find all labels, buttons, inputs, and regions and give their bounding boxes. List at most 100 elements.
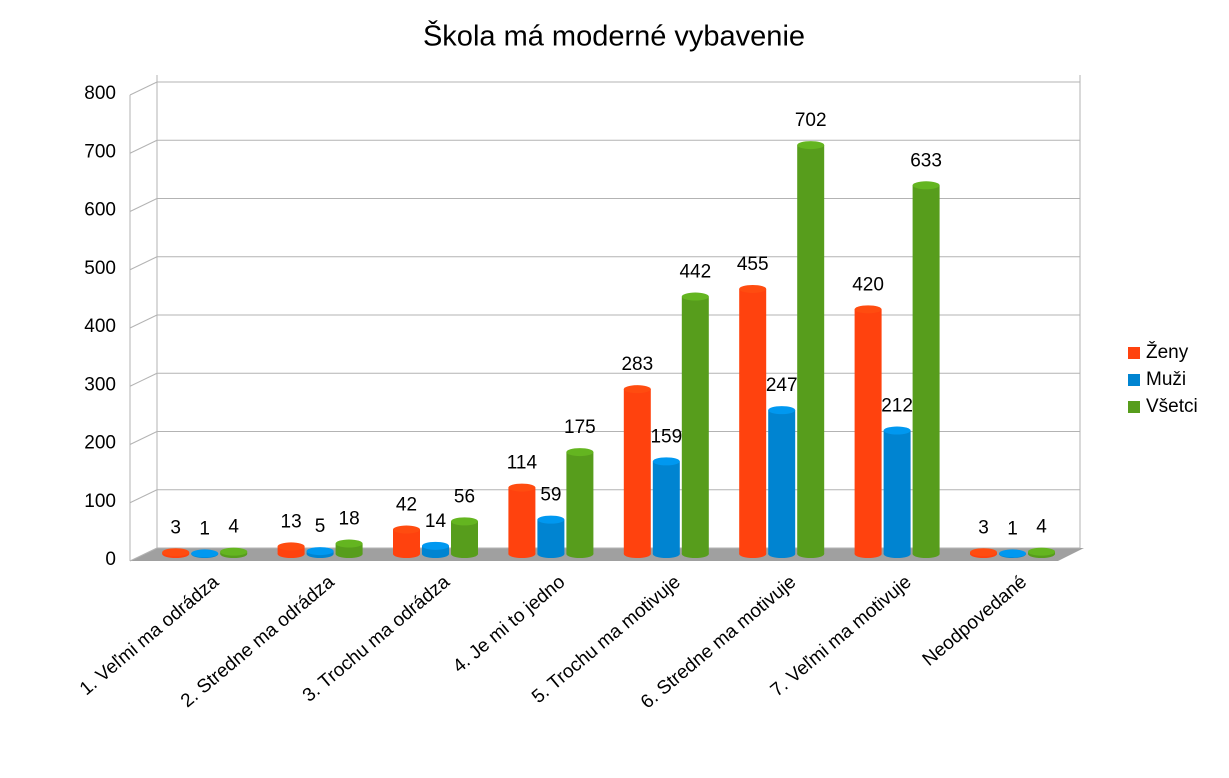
bar-top [422,541,449,550]
bar-top [277,542,305,551]
bar [797,141,825,558]
bar-body [768,410,796,554]
bar-body [883,430,911,554]
data-label: 4 [1036,517,1047,538]
grid-side [129,489,158,504]
grid-side [129,431,158,445]
bar-top [306,547,334,556]
grid-side [129,314,158,329]
bar [162,548,190,558]
y-tick-label: 0 [105,549,116,570]
bar-body [451,521,478,554]
bar-top [566,448,594,457]
y-tick-label: 600 [84,200,116,221]
bar-body [335,543,363,554]
bar [537,515,565,558]
bar-top [652,457,680,466]
bar [508,483,536,558]
bar-top [912,181,940,190]
grid-side [129,81,158,96]
data-label: 18 [339,509,360,530]
bar [854,305,882,558]
bar-body [652,461,680,554]
bar [1028,547,1055,558]
bar-top [854,305,882,314]
data-label: 3 [170,517,181,538]
bar-body [393,529,420,554]
bar-top [220,547,248,556]
bar-top [768,406,796,415]
bar-top [970,548,997,557]
bar-body [537,519,565,554]
bar-top [508,483,536,492]
bar-top [623,385,651,394]
bar [451,517,478,558]
bar [970,548,997,558]
data-label: 420 [852,274,884,295]
bar [566,448,594,558]
x-tick-label: 4. Je mi to jedno [449,572,569,678]
legend-label: Všetci [1146,396,1198,417]
grid-side [129,372,158,387]
y-tick-label: 200 [84,433,116,454]
data-label: 159 [650,426,682,447]
bar [623,385,651,558]
bar-top [681,292,709,301]
bar [999,549,1026,558]
bar-body [508,487,536,554]
bar-body [422,545,449,554]
bar-body [739,288,767,554]
legend-label: Muži [1146,369,1186,390]
bar-top [537,515,565,524]
y-tick-label: 500 [84,258,116,279]
data-label: 56 [454,486,475,507]
bar-top [739,284,767,293]
data-label: 442 [679,262,711,283]
bar-body [566,452,594,554]
data-label: 4 [228,517,239,538]
data-label: 247 [766,375,798,396]
bar-top [393,525,420,534]
bar [191,549,219,558]
bar [306,547,334,558]
grid-side [129,139,158,154]
data-label: 283 [621,354,653,375]
data-label: 5 [315,516,326,537]
grid-side [129,198,158,212]
bar-top [883,426,911,435]
x-tick-label: Neodpovedané [919,572,1031,671]
grid-side [129,547,158,562]
data-label: 702 [795,110,827,131]
data-label: 455 [737,254,769,275]
data-label: 3 [978,517,989,538]
floor [130,548,1084,561]
bar [768,406,796,558]
bar-top [1028,547,1055,556]
data-label: 633 [910,150,942,171]
y-tick-label: 800 [84,83,116,104]
bar [277,542,305,558]
data-label: 1 [1007,518,1018,539]
data-label: 175 [564,417,596,438]
bar [220,547,248,558]
bar [393,525,420,558]
chart-title: Škola má moderné vybavenie [423,19,805,53]
bar [681,292,709,558]
legend-label: Ženy [1146,341,1189,363]
bar-body [797,145,825,554]
bar-top [335,539,363,548]
bar-body [912,185,940,554]
data-label: 13 [281,511,302,532]
bar-top [451,517,478,526]
data-label: 1 [199,518,210,539]
bar [739,284,767,558]
data-label: 212 [881,396,913,417]
legend-swatch [1128,401,1140,413]
bar-top [191,549,219,558]
y-tick-label: 300 [84,374,116,395]
bar-body [854,309,882,554]
bar [652,457,680,558]
bar [335,539,363,558]
data-label: 42 [396,495,417,516]
data-label: 14 [425,511,447,532]
